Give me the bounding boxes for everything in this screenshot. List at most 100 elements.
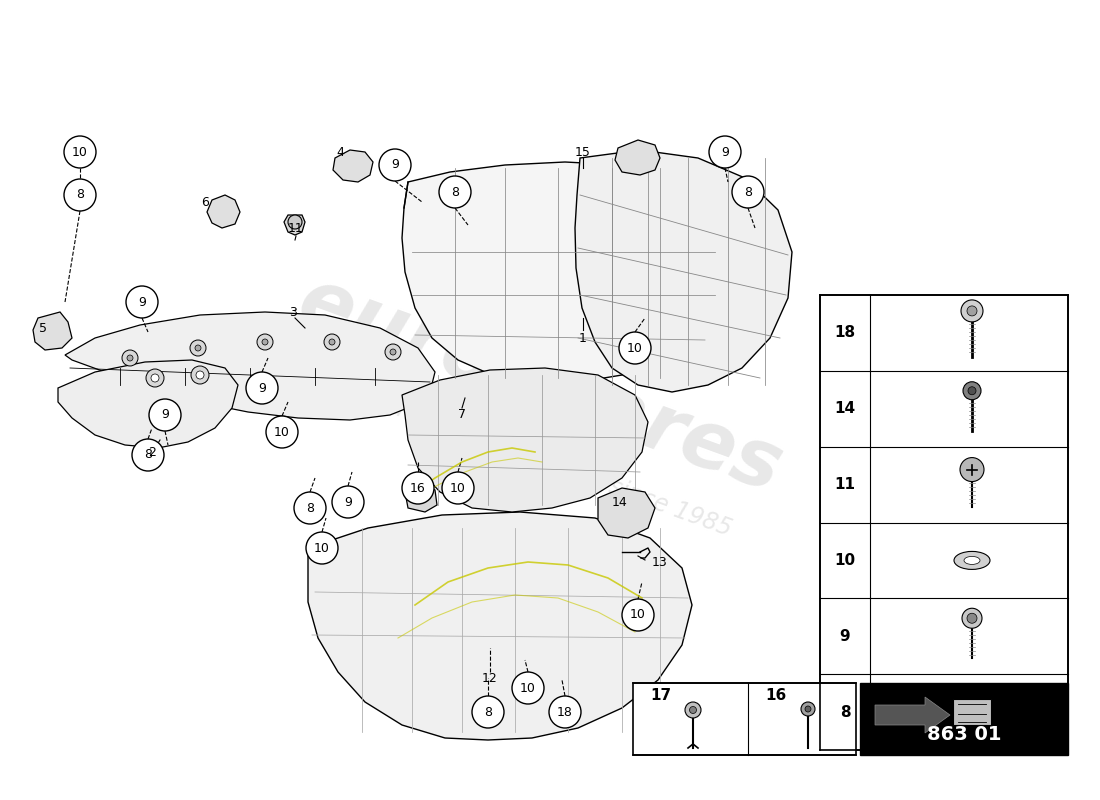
Circle shape [402, 472, 434, 504]
Circle shape [257, 334, 273, 350]
Circle shape [732, 176, 764, 208]
Circle shape [332, 486, 364, 518]
Text: 9: 9 [344, 495, 352, 509]
Text: 8: 8 [306, 502, 313, 514]
Circle shape [288, 215, 302, 229]
Text: 10: 10 [835, 553, 856, 568]
Text: 8: 8 [144, 449, 152, 462]
Circle shape [472, 696, 504, 728]
Circle shape [126, 286, 158, 318]
Text: 8: 8 [76, 189, 84, 202]
Polygon shape [402, 368, 648, 512]
Polygon shape [405, 485, 437, 512]
Text: 8: 8 [451, 186, 459, 198]
Circle shape [439, 176, 471, 208]
Polygon shape [615, 140, 660, 175]
Polygon shape [575, 150, 792, 392]
Circle shape [442, 472, 474, 504]
Text: 15: 15 [575, 146, 591, 158]
Polygon shape [402, 162, 718, 382]
Text: 14: 14 [612, 495, 628, 509]
Polygon shape [308, 512, 692, 740]
Circle shape [306, 532, 338, 564]
Circle shape [294, 492, 326, 524]
Polygon shape [207, 195, 240, 228]
Circle shape [962, 608, 982, 628]
Circle shape [968, 386, 976, 394]
Text: 4: 4 [337, 146, 344, 158]
Circle shape [690, 706, 696, 714]
Circle shape [801, 702, 815, 716]
Text: 3: 3 [289, 306, 297, 318]
Text: a passion for detail since 1985: a passion for detail since 1985 [385, 394, 735, 542]
Polygon shape [284, 215, 305, 235]
Text: 1: 1 [579, 331, 587, 345]
Text: 11: 11 [835, 477, 856, 492]
Circle shape [146, 369, 164, 387]
Circle shape [385, 344, 402, 360]
Text: 10: 10 [274, 426, 290, 438]
Circle shape [549, 696, 581, 728]
Circle shape [266, 416, 298, 448]
Circle shape [148, 399, 182, 431]
Circle shape [805, 706, 811, 712]
Text: 10: 10 [315, 542, 330, 554]
Text: 16: 16 [766, 687, 786, 702]
FancyBboxPatch shape [860, 683, 1068, 755]
FancyBboxPatch shape [632, 683, 856, 755]
Circle shape [329, 339, 336, 345]
Circle shape [379, 149, 411, 181]
Circle shape [132, 439, 164, 471]
Circle shape [246, 372, 278, 404]
Text: 9: 9 [839, 629, 850, 644]
FancyBboxPatch shape [820, 295, 1068, 750]
Circle shape [961, 300, 983, 322]
Text: 863 01: 863 01 [926, 726, 1001, 744]
Text: 9: 9 [139, 295, 146, 309]
Text: 9: 9 [161, 409, 169, 422]
Circle shape [619, 332, 651, 364]
Text: 14: 14 [835, 402, 856, 416]
Circle shape [196, 371, 204, 379]
Text: 18: 18 [835, 326, 856, 341]
Text: 13: 13 [652, 555, 668, 569]
Text: 6: 6 [201, 195, 209, 209]
Circle shape [324, 334, 340, 350]
Circle shape [191, 366, 209, 384]
Circle shape [151, 374, 160, 382]
Circle shape [262, 339, 268, 345]
Circle shape [967, 614, 977, 623]
Polygon shape [598, 488, 654, 538]
Text: 16: 16 [410, 482, 426, 494]
Text: 8: 8 [744, 186, 752, 198]
Circle shape [710, 136, 741, 168]
Text: 10: 10 [520, 682, 536, 694]
Circle shape [64, 136, 96, 168]
Circle shape [126, 355, 133, 361]
Text: 9: 9 [258, 382, 266, 394]
Text: 18: 18 [557, 706, 573, 718]
Text: 8: 8 [484, 706, 492, 718]
Text: 2: 2 [148, 446, 156, 459]
Polygon shape [65, 312, 434, 420]
Circle shape [190, 340, 206, 356]
Ellipse shape [964, 557, 980, 565]
Circle shape [685, 702, 701, 718]
Circle shape [122, 350, 138, 366]
Text: 10: 10 [630, 609, 646, 622]
Circle shape [512, 672, 544, 704]
Text: 7: 7 [458, 409, 466, 422]
FancyBboxPatch shape [953, 699, 991, 725]
Polygon shape [333, 150, 373, 182]
Text: 11: 11 [288, 222, 304, 234]
Circle shape [390, 349, 396, 355]
Text: 9: 9 [392, 158, 399, 171]
Polygon shape [33, 312, 72, 350]
Circle shape [64, 179, 96, 211]
Text: 10: 10 [450, 482, 466, 494]
Text: 17: 17 [650, 687, 672, 702]
Circle shape [195, 345, 201, 351]
Text: 10: 10 [73, 146, 88, 158]
Text: eurospares: eurospares [287, 262, 792, 509]
Text: 5: 5 [39, 322, 47, 334]
